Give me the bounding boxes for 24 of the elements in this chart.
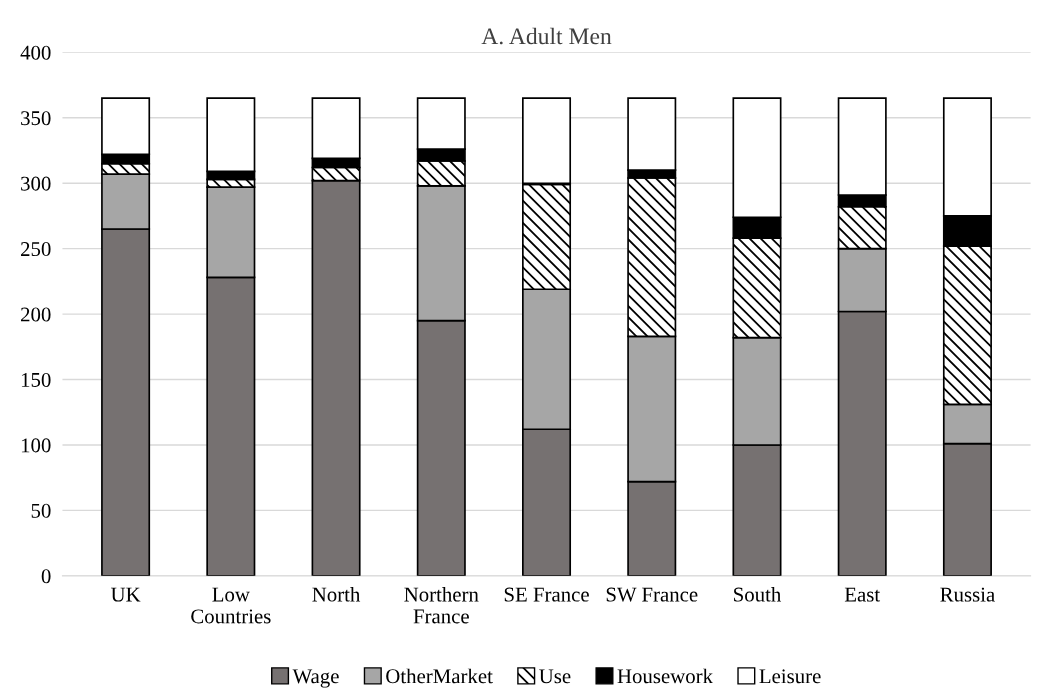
x-tick-label: East <box>844 587 881 602</box>
x-tick-label: SE France <box>504 587 589 602</box>
x-tick-label: Low Countries <box>191 587 271 624</box>
x-tick-label: SW France <box>606 587 698 602</box>
x-tick-label: UK <box>110 587 141 602</box>
legend-label: Leisure <box>759 669 821 684</box>
y-tick-label: 300 <box>21 176 51 191</box>
legend-label: Housework <box>617 668 714 684</box>
y-tick-label: 400 <box>20 45 51 60</box>
x-tick-label: Russia <box>940 587 995 602</box>
x-tick-label: South <box>734 586 782 602</box>
y-tick-label: 100 <box>21 438 51 453</box>
x-tick-label: Northern France <box>404 586 479 624</box>
y-tick-label: 0 <box>41 569 51 584</box>
chart-title: A. Adult Men <box>481 27 612 45</box>
x-tick-label: North <box>312 586 361 602</box>
legend-label: OtherMarket <box>386 668 493 684</box>
y-tick-label: 350 <box>21 111 51 126</box>
y-tick-label: 250 <box>21 242 51 257</box>
legend-label: Use <box>539 669 571 684</box>
y-tick-label: 50 <box>31 503 51 518</box>
legend-label: Wage <box>292 669 339 688</box>
y-tick-label: 150 <box>21 372 51 387</box>
y-tick-label: 200 <box>21 307 51 322</box>
